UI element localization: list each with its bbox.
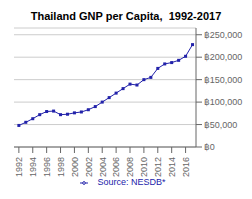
svg-text:฿150,000: ฿150,000 [204,75,242,85]
svg-text:1996: 1996 [42,157,52,177]
svg-text:2010: 2010 [139,157,149,177]
html-text:Thailand GNP per Capita, 1992-: Thailand GNP per Capita, 1992-2017 [30,10,222,22]
svg-text:2000: 2000 [70,157,80,177]
svg-text:2006: 2006 [112,157,122,177]
svg-text:2004: 2004 [98,157,108,177]
svg-text:2008: 2008 [125,157,135,177]
svg-text:฿50,000: ฿50,000 [204,120,237,130]
svg-text:2016: 2016 [181,157,191,177]
svg-text:฿200,000: ฿200,000 [204,52,242,62]
svg-text:฿100,000: ฿100,000 [204,97,242,107]
svg-text:1994: 1994 [28,157,38,177]
svg-text:2012: 2012 [153,157,163,177]
html-text:Source: NESDB*: Source: NESDB* [92,177,166,187]
svg-text:2014: 2014 [167,157,177,177]
svg-text:1998: 1998 [56,157,66,177]
svg-text:1992: 1992 [14,157,24,177]
svg-text:2002: 2002 [84,157,94,177]
svg-text:฿250,000: ฿250,000 [204,30,242,40]
svg-text:฿0: ฿0 [204,142,215,152]
